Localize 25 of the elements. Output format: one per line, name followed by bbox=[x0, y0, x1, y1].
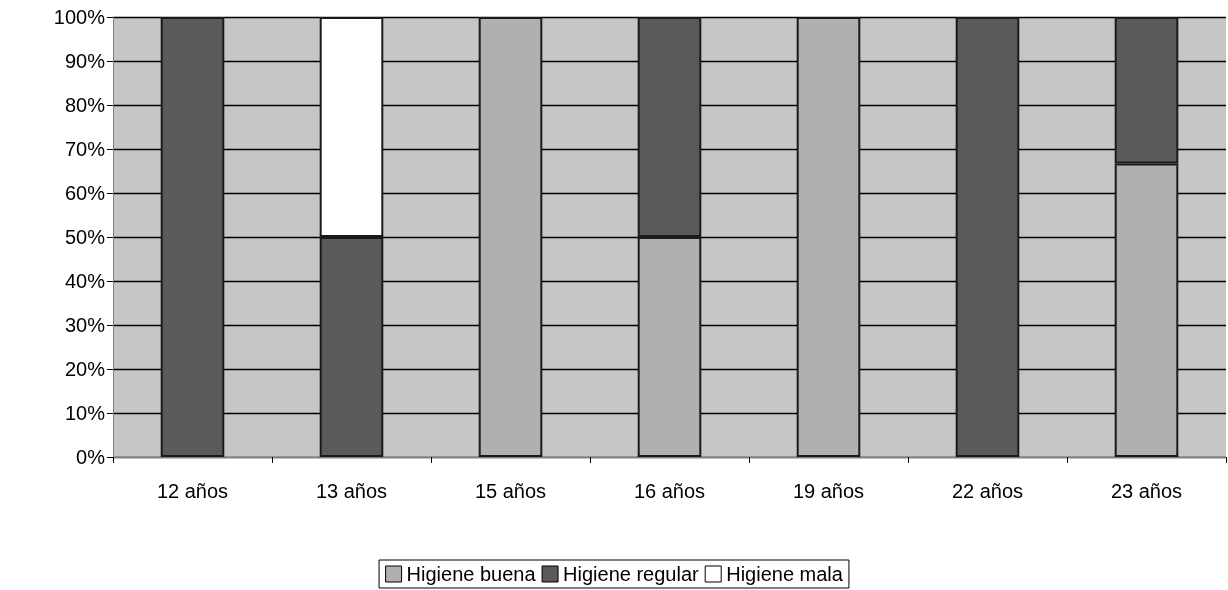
legend-label: Higiene regular bbox=[563, 563, 700, 585]
y-tick-label: 70% bbox=[64, 138, 106, 160]
x-tick-label: 16 años bbox=[633, 480, 706, 502]
x-tick-label: 23 años bbox=[1110, 480, 1183, 502]
legend-label: Higiene mala bbox=[726, 563, 844, 585]
y-tick-label: 0% bbox=[76, 446, 106, 468]
y-tick-label: 100% bbox=[53, 6, 106, 28]
y-tick-label: 10% bbox=[64, 402, 106, 424]
y-tick-label: 50% bbox=[64, 226, 106, 248]
bar bbox=[796, 17, 861, 457]
bar bbox=[478, 17, 543, 457]
x-tick-label: 19 años bbox=[792, 480, 865, 502]
x-tick-label: 12 años bbox=[156, 480, 229, 502]
legend-label: Higiene buena bbox=[406, 563, 537, 585]
bar bbox=[955, 17, 1020, 457]
y-tick-label: 90% bbox=[64, 50, 106, 72]
x-tick-label: 15 años bbox=[474, 480, 547, 502]
x-tick-label: 22 años bbox=[951, 480, 1024, 502]
y-tick-label: 30% bbox=[64, 314, 106, 336]
x-tick-label: 13 años bbox=[315, 480, 388, 502]
y-tick-label: 20% bbox=[64, 358, 106, 380]
y-tick-label: 60% bbox=[64, 182, 106, 204]
bar bbox=[160, 17, 225, 457]
y-tick-label: 80% bbox=[64, 94, 106, 116]
y-tick-label: 40% bbox=[64, 270, 106, 292]
